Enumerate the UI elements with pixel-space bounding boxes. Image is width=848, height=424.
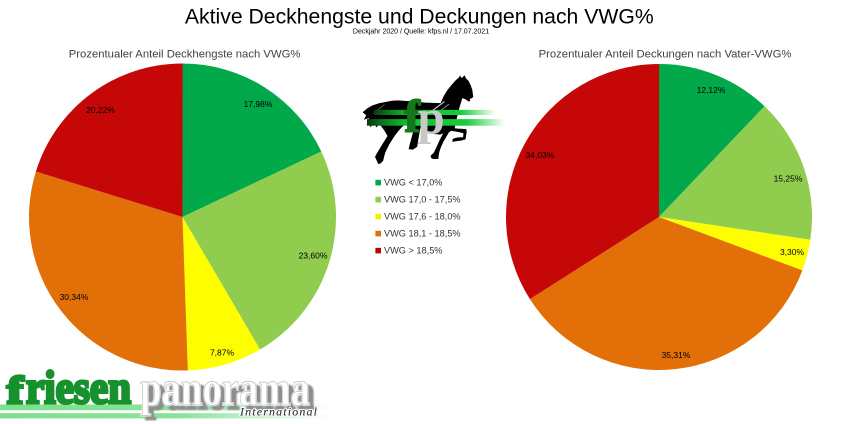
svg-text:20,22%: 20,22% (86, 105, 115, 115)
svg-text:VWG 18,1 - 18,5%: VWG 18,1 - 18,5% (384, 229, 461, 239)
svg-text:VWG 17,6 - 18,0%: VWG 17,6 - 18,0% (384, 212, 461, 222)
svg-text:VWG > 18,5%: VWG > 18,5% (384, 246, 442, 256)
svg-text:Aktive Deckhengste und Deckung: Aktive Deckhengste und Deckungen nach VW… (185, 6, 654, 29)
svg-text:p: p (418, 90, 445, 145)
svg-text:panorama: panorama (140, 361, 310, 416)
svg-text:12,12%: 12,12% (697, 85, 726, 95)
svg-text:3,30%: 3,30% (780, 247, 805, 257)
svg-text:f: f (7, 370, 24, 412)
svg-text:Deckjahr 2020 / Quelle: kfps.n: Deckjahr 2020 / Quelle: kfps.nl / 17.07.… (353, 28, 489, 35)
svg-text:34,03%: 34,03% (526, 150, 555, 160)
svg-text:30,34%: 30,34% (60, 292, 89, 302)
svg-text:International: International (239, 405, 318, 419)
svg-text:Prozentualer Anteil Deckungen: Prozentualer Anteil Deckungen nach Vater… (539, 48, 792, 60)
svg-text:International: International (239, 405, 318, 419)
svg-text:VWG 17,0 - 17,5%: VWG 17,0 - 17,5% (384, 195, 461, 205)
svg-text:17,98%: 17,98% (244, 99, 273, 109)
svg-text:panorama: panorama (145, 366, 315, 421)
svg-text:23,60%: 23,60% (299, 251, 328, 261)
svg-text:panorama: panorama (140, 361, 310, 416)
svg-text:Prozentualer Anteil Deckhengst: Prozentualer Anteil Deckhengste nach VWG… (69, 48, 301, 60)
svg-text:f: f (405, 91, 421, 142)
svg-text:35,31%: 35,31% (662, 350, 691, 360)
svg-text:riesen: riesen (26, 363, 131, 415)
svg-text:15,25%: 15,25% (774, 174, 803, 184)
svg-text:VWG < 17,0%: VWG < 17,0% (384, 178, 442, 188)
svg-text:7,87%: 7,87% (210, 348, 235, 358)
